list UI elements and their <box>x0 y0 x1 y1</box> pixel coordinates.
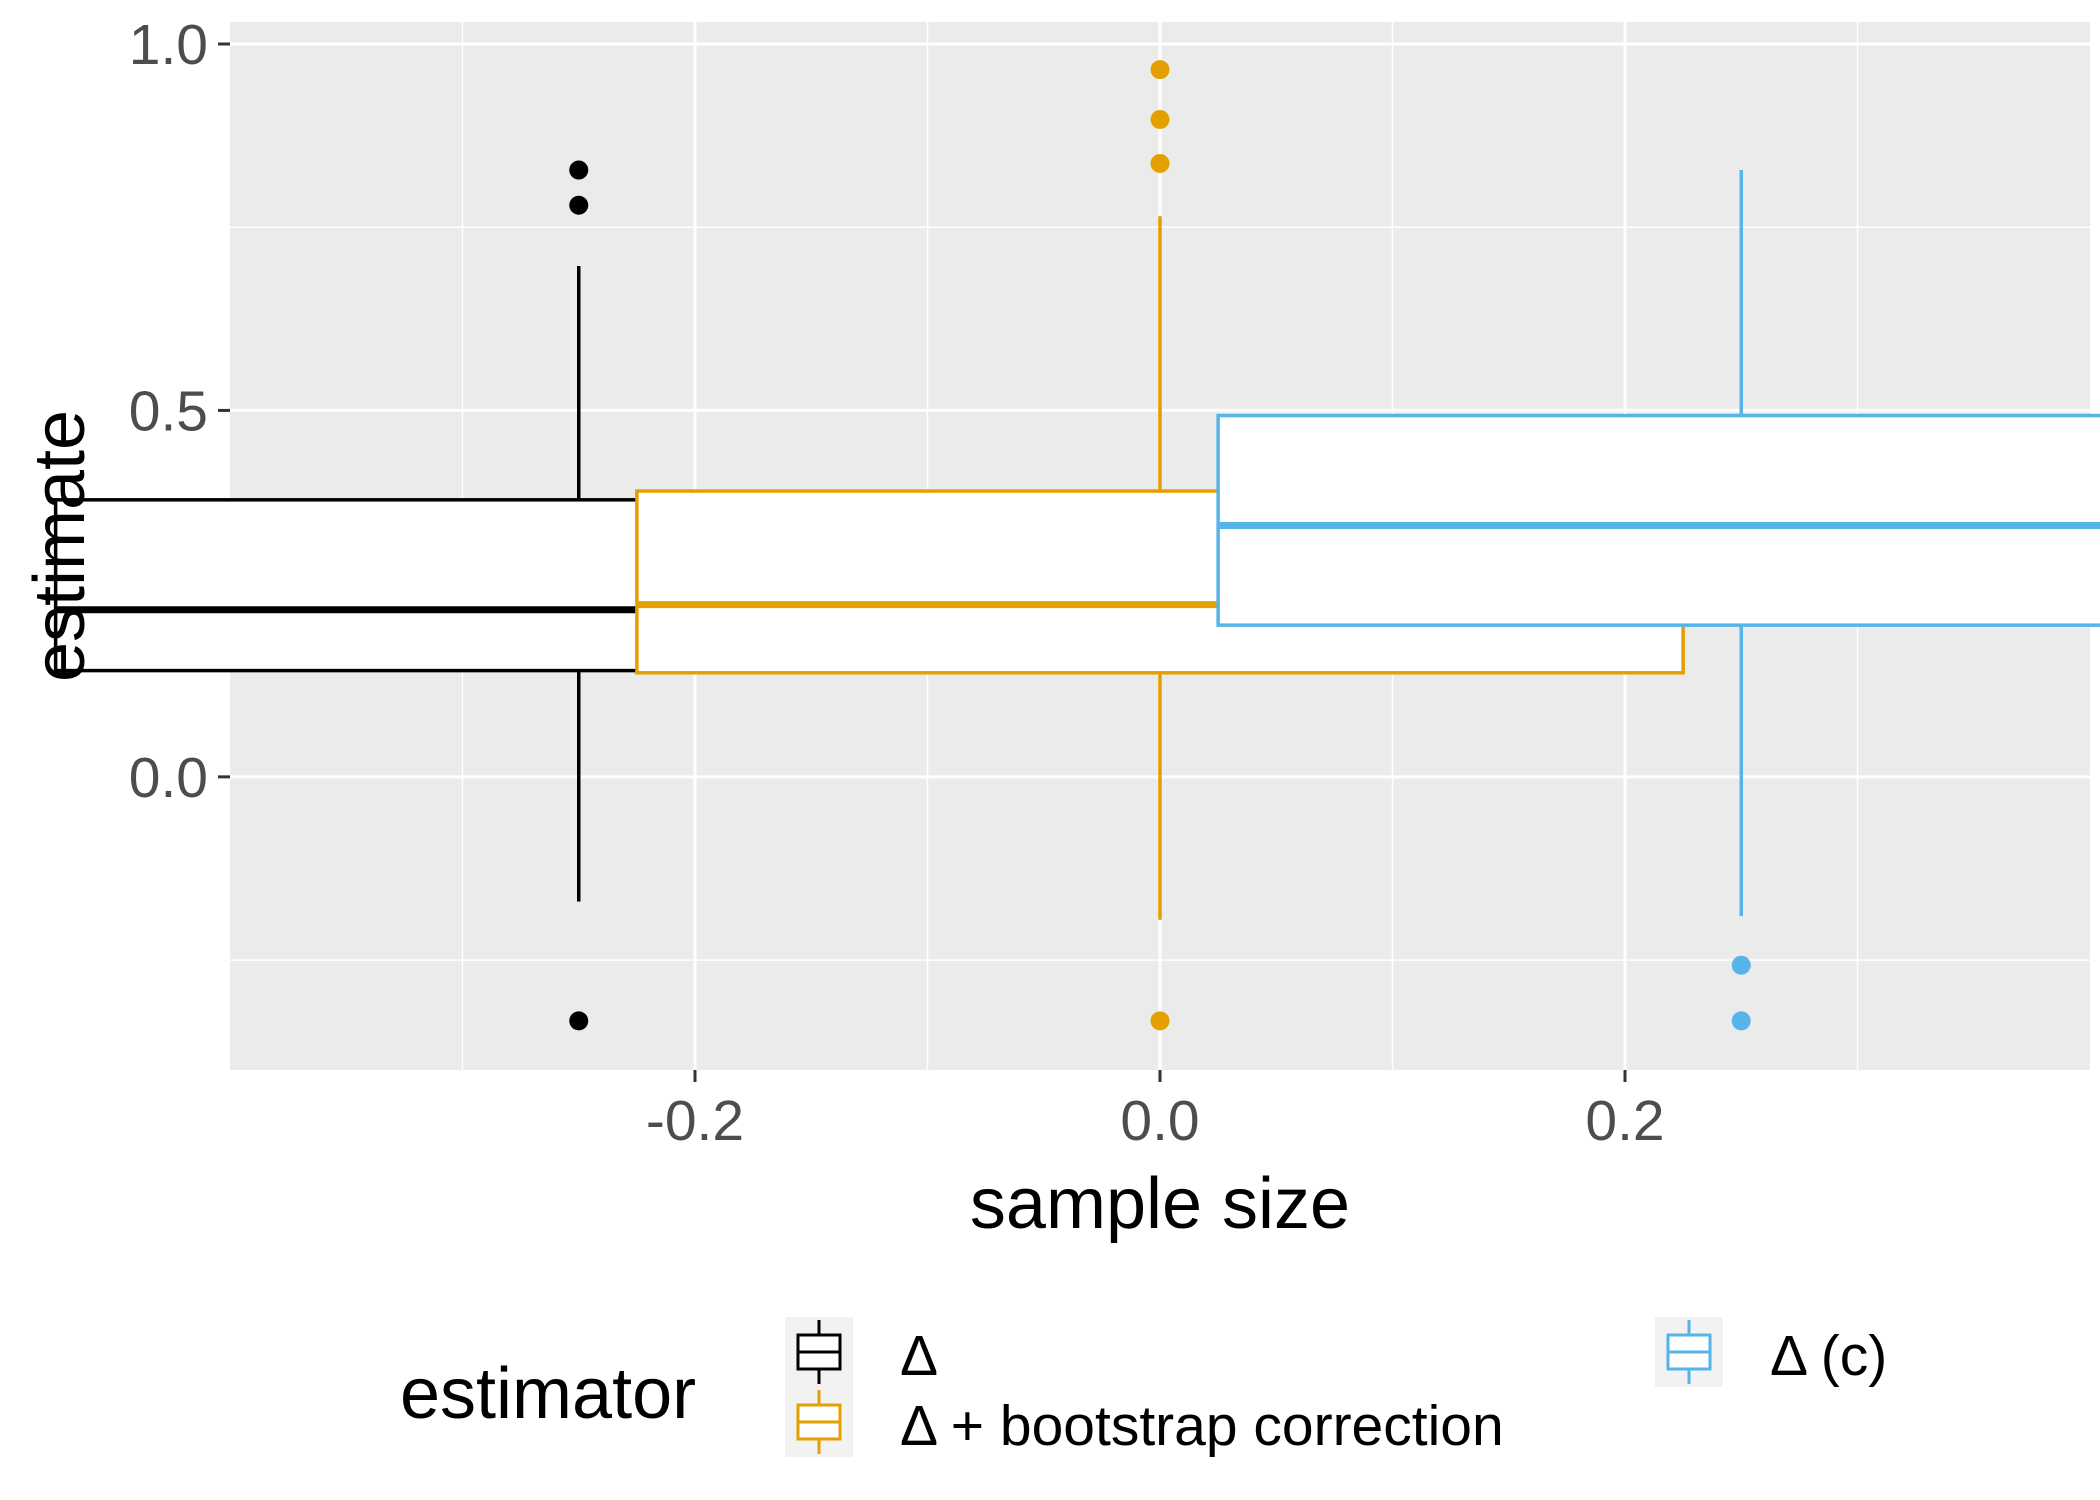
legend-item: Δ (c) <box>1655 1317 1887 1388</box>
legend-label: Δ <box>900 1324 938 1388</box>
legend-item: Δ + bootstrap correction <box>785 1387 1504 1458</box>
legend: estimator ΔΔ + bootstrap correction Δ (c) <box>400 1317 1887 1458</box>
y-tick-label: 0.5 <box>129 379 208 443</box>
legend-key <box>785 1317 853 1387</box>
legend-items: ΔΔ + bootstrap correction Δ (c) <box>785 1317 1887 1458</box>
boxplot-layer <box>53 60 2100 1031</box>
x-tick-label: -0.2 <box>646 1089 744 1153</box>
outlier-point <box>569 195 589 215</box>
y-axis-title: estimate <box>20 410 100 682</box>
x-axis-ticks: -0.2 0.0 0.2 <box>646 1070 1665 1153</box>
x-axis-title: sample size <box>970 1164 1350 1244</box>
outlier-point <box>569 1011 589 1031</box>
boxplot-series <box>1216 170 2100 1031</box>
legend-key <box>1655 1317 1723 1387</box>
outlier-point <box>1150 1011 1170 1031</box>
y-axis-ticks: 0.0 0.5 1.0 <box>129 13 230 810</box>
outlier-point <box>1731 1011 1751 1031</box>
legend-item: Δ <box>785 1317 938 1388</box>
legend-title: estimator <box>400 1354 696 1434</box>
outlier-point <box>569 160 589 180</box>
x-tick-label: 0.2 <box>1585 1089 1664 1153</box>
legend-label: Δ + bootstrap correction <box>900 1394 1504 1458</box>
y-tick-label: 0.0 <box>129 746 208 810</box>
outlier-point <box>1150 109 1170 129</box>
legend-key <box>785 1387 853 1457</box>
box <box>1216 413 2100 627</box>
outlier-point <box>1150 153 1170 173</box>
outlier-point <box>1731 955 1751 975</box>
outlier-point <box>1150 60 1170 80</box>
x-tick-label: 0.0 <box>1120 1089 1199 1153</box>
legend-label: Δ (c) <box>1770 1324 1887 1388</box>
y-tick-label: 1.0 <box>129 13 208 77</box>
